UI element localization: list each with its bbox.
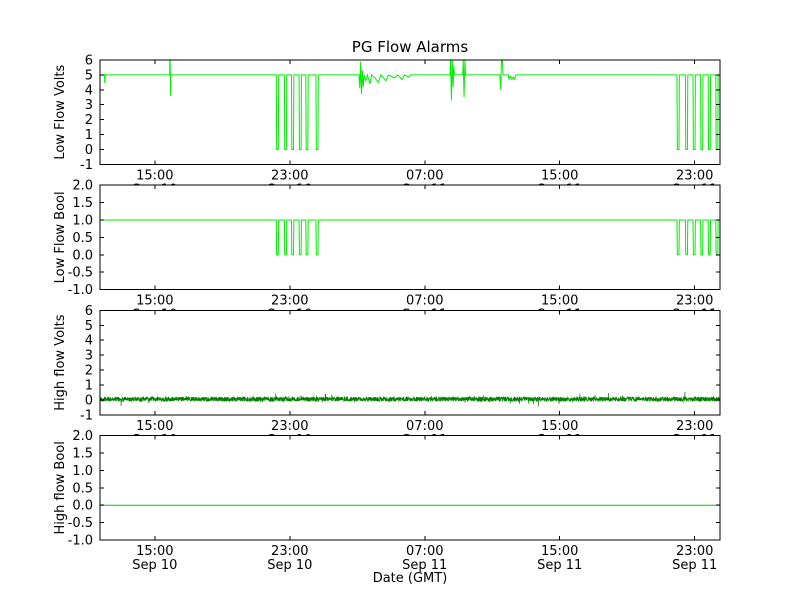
x-tick-time-label: 23:00 bbox=[676, 168, 713, 183]
x-tick-time-label: 23:00 bbox=[271, 544, 308, 559]
x-tick-time-label: 15:00 bbox=[136, 168, 173, 183]
series-line bbox=[100, 60, 720, 150]
x-tick-time-label: 07:00 bbox=[406, 294, 443, 309]
y-tick-label: 0 bbox=[85, 393, 93, 408]
y-tick-label: 2 bbox=[85, 364, 93, 379]
y-axis-label: Low Flow Volts bbox=[53, 65, 68, 160]
y-tick-label: 4 bbox=[85, 83, 93, 98]
y-tick-label: 2 bbox=[85, 113, 93, 128]
series-line bbox=[100, 392, 720, 407]
plot-area bbox=[100, 435, 720, 540]
x-tick-time-label: 23:00 bbox=[271, 419, 308, 434]
y-tick-label: 0 bbox=[85, 143, 93, 158]
x-tick-time-label: 15:00 bbox=[541, 544, 578, 559]
x-tick-time-label: 15:00 bbox=[136, 544, 173, 559]
x-tick-date-label: Sep 11 bbox=[402, 558, 447, 573]
y-tick-label: 6 bbox=[85, 304, 93, 319]
y-tick-label: 4 bbox=[85, 334, 93, 349]
y-axis-label: Low Flow Bool bbox=[53, 191, 68, 283]
axes-frame bbox=[99, 309, 721, 416]
y-tick-label: 0.0 bbox=[72, 499, 93, 514]
chart-title: PG Flow Alarms bbox=[352, 38, 469, 56]
y-axis-label: High flow Bool bbox=[53, 441, 68, 534]
y-tick-label: 0.0 bbox=[72, 248, 93, 263]
y-tick-label: -1.0 bbox=[68, 283, 93, 298]
series-line bbox=[100, 219, 720, 256]
y-tick-label: 2.0 bbox=[72, 179, 93, 194]
y-tick-label: 1 bbox=[85, 128, 93, 143]
x-tick-time-label: 15:00 bbox=[541, 168, 578, 183]
x-tick-time-label: 07:00 bbox=[406, 168, 443, 183]
y-tick-label: 2.0 bbox=[72, 429, 93, 444]
y-tick-label: 3 bbox=[85, 98, 93, 113]
y-tick-label: 0.5 bbox=[72, 481, 93, 496]
x-axis-label: Date (GMT) bbox=[373, 571, 448, 586]
y-tick-label: 1.5 bbox=[72, 196, 93, 211]
y-tick-label: 6 bbox=[85, 54, 93, 69]
y-tick-label: 5 bbox=[85, 68, 93, 83]
x-tick-time-label: 15:00 bbox=[136, 294, 173, 309]
plot-area bbox=[100, 185, 720, 290]
x-tick-time-label: 23:00 bbox=[676, 419, 713, 434]
x-tick-time-label: 15:00 bbox=[541, 294, 578, 309]
x-tick-time-label: 15:00 bbox=[541, 419, 578, 434]
y-tick-label: -0.5 bbox=[68, 516, 93, 531]
y-tick-label: -0.5 bbox=[68, 266, 93, 281]
y-tick-label: 1.0 bbox=[72, 464, 93, 479]
axes-frame bbox=[99, 59, 721, 165]
y-tick-label: -1 bbox=[80, 408, 93, 423]
x-tick-date-label: Sep 10 bbox=[132, 558, 177, 573]
x-tick-time-label: 07:00 bbox=[406, 419, 443, 434]
x-tick-time-label: 23:00 bbox=[676, 294, 713, 309]
y-tick-label: 1.0 bbox=[72, 214, 93, 229]
x-tick-date-label: Sep 11 bbox=[537, 558, 582, 573]
y-tick-label: -1 bbox=[80, 158, 93, 173]
y-tick-label: 0.5 bbox=[72, 231, 93, 246]
y-tick-label: 5 bbox=[85, 319, 93, 334]
y-axis-label: High flow Volts bbox=[53, 314, 68, 410]
x-tick-time-label: 23:00 bbox=[271, 294, 308, 309]
y-tick-label: 1 bbox=[85, 378, 93, 393]
x-tick-date-label: Sep 11 bbox=[672, 558, 717, 573]
y-tick-label: 3 bbox=[85, 349, 93, 364]
x-tick-time-label: 07:00 bbox=[406, 544, 443, 559]
x-tick-date-label: Sep 10 bbox=[267, 558, 312, 573]
x-tick-time-label: 23:00 bbox=[676, 544, 713, 559]
plot-area bbox=[100, 60, 720, 165]
x-tick-time-label: 23:00 bbox=[271, 168, 308, 183]
y-tick-label: 1.5 bbox=[72, 447, 93, 462]
y-tick-label: -1.0 bbox=[68, 534, 93, 549]
x-tick-time-label: 15:00 bbox=[136, 419, 173, 434]
